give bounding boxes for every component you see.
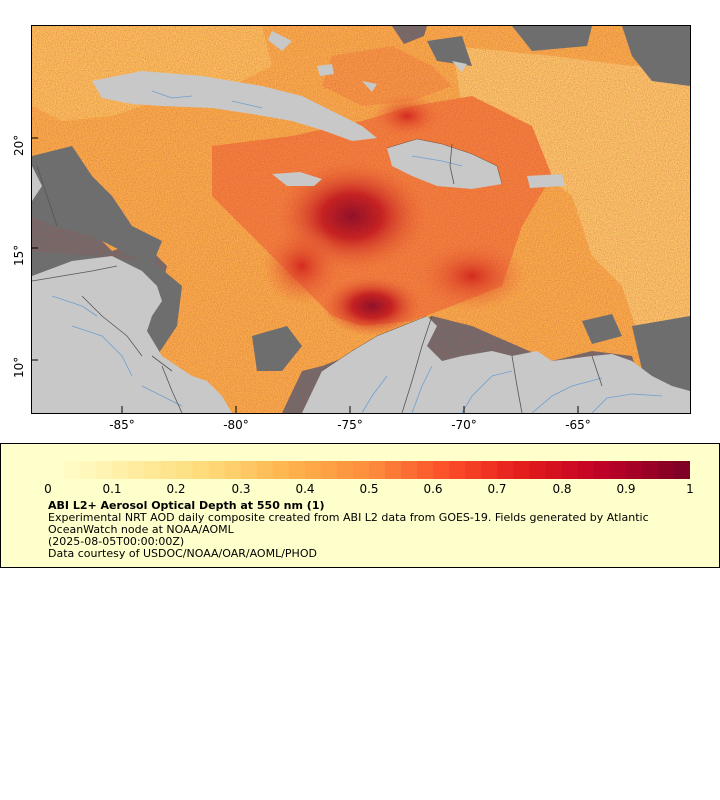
colorbar-tick: 0.5 — [359, 482, 379, 496]
colorbar-step — [609, 461, 627, 479]
legend-credit: Data courtesy of USDOC/NOAA/OAR/AOML/PHO… — [48, 547, 317, 560]
colorbar-step — [449, 461, 466, 479]
legend-description: Experimental NRT AOD daily composite cre… — [48, 511, 649, 536]
y-axis-label-10: 10° — [12, 356, 26, 378]
colorbar-step — [304, 461, 322, 479]
rivers — [51, 90, 663, 413]
colorbar-step — [529, 461, 547, 479]
colorbar-step — [224, 461, 242, 479]
colorbar-step — [48, 461, 65, 479]
colorbar-step — [336, 461, 354, 479]
colorbar-step — [497, 461, 515, 479]
colorbar-step — [513, 461, 531, 479]
colorbar-step — [561, 461, 579, 479]
colorbar-step — [657, 461, 675, 479]
colorbar-step — [433, 461, 450, 479]
y-axis-label-20: 20° — [12, 134, 26, 156]
colorbar-tick: 0.6 — [423, 482, 443, 496]
land-jamaica — [272, 172, 322, 186]
land-yucatan — [32, 166, 42, 201]
colorbar-step — [385, 461, 402, 479]
land — [32, 31, 690, 413]
colorbar-step — [401, 461, 418, 479]
colorbar-step — [272, 461, 290, 479]
colorbar-step — [288, 461, 306, 479]
colorbar-step — [577, 461, 595, 479]
colorbar-step — [176, 461, 194, 479]
colorbar-tick: 0.3 — [231, 482, 251, 496]
land-hispaniola — [387, 139, 502, 189]
colorbar-step — [641, 461, 659, 479]
legend-text: ABI L2+ Aerosol Optical Depth at 550 nm … — [48, 500, 698, 560]
colorbar-step — [545, 461, 563, 479]
colorbar-step — [80, 461, 97, 479]
colorbar — [48, 461, 690, 479]
colorbar-tick: 0.2 — [166, 482, 186, 496]
colorbar-step — [625, 461, 643, 479]
colorbar-step — [256, 461, 274, 479]
colorbar-step — [160, 461, 177, 479]
colorbar-step — [64, 461, 81, 479]
colorbar-tick: 0.7 — [487, 482, 507, 496]
colorbar-step — [465, 461, 482, 479]
colorbar-step — [144, 461, 161, 479]
colorbar-step — [128, 461, 145, 479]
x-axis-label-m70: -70° — [451, 418, 477, 432]
legend-date: (2025-08-05T00:00:00Z) — [48, 535, 185, 548]
map-area — [31, 25, 691, 414]
colorbar-step — [208, 461, 226, 479]
coastlines — [321, 138, 503, 372]
colorbar-step — [192, 461, 210, 479]
land-puerto-rico — [527, 174, 565, 188]
x-axis-label-m80: -80° — [223, 418, 249, 432]
colorbar-tick: 0 — [44, 482, 52, 496]
colorbar-step — [240, 461, 258, 479]
x-axis-label-m85: -85° — [109, 418, 135, 432]
aerosol-map — [32, 26, 690, 413]
land-south-america — [302, 316, 690, 413]
colorbar-tick: 0.8 — [552, 482, 572, 496]
legend-panel: 0 0.1 0.2 0.3 0.4 0.5 0.6 0.7 0.8 0.9 1 … — [0, 443, 720, 568]
x-axis-label-m65: -65° — [565, 418, 591, 432]
colorbar-tick: 0.9 — [616, 482, 636, 496]
colorbar-step — [481, 461, 498, 479]
colorbar-tick: 0.4 — [295, 482, 315, 496]
colorbar-tick: 1 — [686, 482, 694, 496]
colorbar-step — [320, 461, 338, 479]
colorbar-step — [369, 461, 386, 479]
colorbar-step — [96, 461, 113, 479]
country-borders — [32, 143, 603, 413]
land-central-america — [32, 256, 232, 413]
colorbar-step — [673, 461, 690, 479]
colorbar-step — [352, 461, 370, 479]
legend-title: ABI L2+ Aerosol Optical Depth at 550 nm … — [48, 499, 325, 512]
land-cuba — [92, 71, 377, 141]
colorbar-step — [593, 461, 611, 479]
y-axis-label-15: 15° — [12, 244, 26, 266]
axis-ticks — [32, 137, 579, 413]
colorbar-tick: 0.1 — [102, 482, 122, 496]
colorbar-step — [112, 461, 129, 479]
x-axis-label-m75: -75° — [337, 418, 363, 432]
colorbar-step — [417, 461, 434, 479]
aerosol-field — [32, 26, 690, 413]
